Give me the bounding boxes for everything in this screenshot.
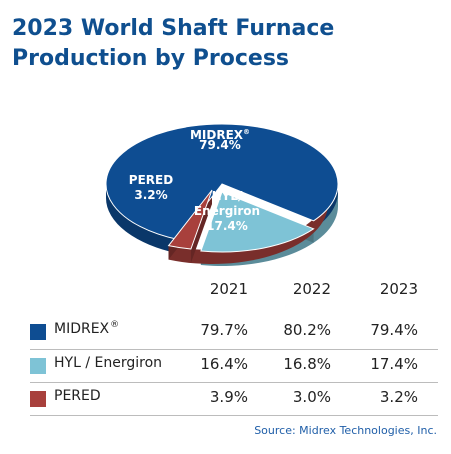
pie-slice [105, 123, 339, 241]
table-cell: 80.2% [283, 321, 331, 339]
table-cell: 79.7% [200, 321, 248, 339]
legend-swatch-hyl [30, 358, 46, 374]
row-divider [30, 382, 438, 383]
slice-label-midrex: MIDREX® 79.4% [190, 128, 250, 152]
table-row: PERED 3.9% 3.0% 3.2% [0, 383, 451, 415]
title-line-2: Production by Process [12, 46, 290, 71]
table-cell: 17.4% [370, 355, 418, 373]
pie-slice [167, 189, 213, 250]
table-row: MIDREX® 79.7% 80.2% 79.4% [0, 316, 451, 348]
year-header: 2022 [292, 280, 331, 298]
chart-title: 2023 World Shaft Furnace Production by P… [12, 14, 334, 74]
pie-slice-side [106, 184, 179, 254]
row-divider [30, 415, 438, 416]
row-label: PERED [54, 388, 101, 404]
year-header: 2021 [209, 280, 248, 298]
slice-label-pered: PERED 3.2% [129, 173, 173, 202]
pie-slice-side [168, 190, 328, 264]
table-cell: 3.2% [379, 388, 418, 406]
pie-slice [200, 191, 315, 253]
legend-swatch-midrex [30, 324, 46, 340]
row-label: MIDREX® [54, 320, 120, 337]
table-cell: 16.8% [283, 355, 331, 373]
row-label: HYL / Energiron [54, 355, 163, 371]
year-header: 2023 [379, 280, 418, 298]
pie-chart: MIDREX® 79.4% HYL/Energiron 17.4% PERED 3.2% [105, 123, 339, 267]
table-cell: 3.9% [209, 388, 248, 406]
table-cell: 79.4% [370, 321, 418, 339]
row-divider [30, 349, 438, 350]
pie-slice-side [200, 192, 338, 267]
table-cell: 3.0% [292, 388, 331, 406]
legend-swatch-pered [30, 391, 46, 407]
title-line-1: 2023 World Shaft Furnace [12, 16, 335, 41]
slice-label-hyl: HYL/Energiron 17.4% [194, 189, 260, 233]
source-note: Source: Midrex Technologies, Inc. [254, 424, 437, 437]
table-row: HYL / Energiron 16.4% 16.8% 17.4% [0, 350, 451, 382]
table-cell: 16.4% [200, 355, 248, 373]
